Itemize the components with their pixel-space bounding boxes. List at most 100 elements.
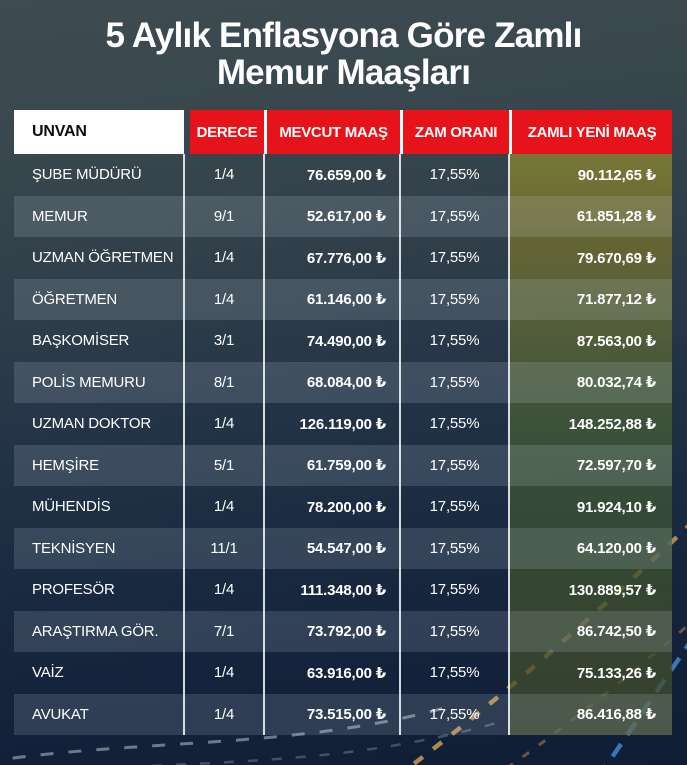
table-header: UNVAN DERECE MEVCUT MAAŞ ZAM ORANI ZAMLI… bbox=[14, 110, 672, 154]
cell-unvan: MEMUR bbox=[32, 207, 88, 225]
cell-zamli-yeni-maas: 86.416,88 ₺ bbox=[576, 706, 656, 724]
cell-unvan: UZMAN ÖĞRETMEN bbox=[32, 249, 174, 267]
column-header-derece: DERECE bbox=[190, 110, 264, 154]
cell-derece: 1/4 bbox=[213, 581, 235, 599]
cell-derece: 11/1 bbox=[210, 539, 238, 557]
cell-derece: 9/1 bbox=[213, 207, 235, 225]
cell-unvan: PROFESÖR bbox=[32, 581, 115, 599]
cell-mevcut-maas: 52.617,00 ₺ bbox=[306, 208, 386, 226]
column-header-zam-orani: ZAM ORANI bbox=[400, 110, 509, 154]
cell-derece: 8/1 bbox=[213, 373, 235, 391]
cell-mevcut-maas: 126.119,00 ₺ bbox=[299, 415, 387, 433]
column-header-unvan: UNVAN bbox=[14, 110, 184, 154]
cell-mevcut-maas: 61.146,00 ₺ bbox=[306, 291, 386, 309]
cell-zamli-yeni-maas: 90.112,65 ₺ bbox=[577, 166, 657, 184]
cell-zam-orani: 17,55% bbox=[429, 705, 480, 723]
cell-mevcut-maas: 73.792,00 ₺ bbox=[306, 623, 386, 641]
table-row: ÖĞRETMEN 1/4 61.146,00 ₺ 17,55% 71.877,1… bbox=[14, 278, 672, 320]
column-divider bbox=[399, 154, 401, 735]
table-row: HEMŞİRE 5/1 61.759,00 ₺ 17,55% 72.597,70… bbox=[14, 444, 672, 486]
table-body: ŞUBE MÜDÜRÜ 1/4 76.659,00 ₺ 17,55% 90.11… bbox=[14, 154, 672, 735]
page-title-line1: 5 Aylık Enflasyona Göre Zamlı bbox=[105, 16, 582, 55]
cell-zam-orani: 17,55% bbox=[429, 332, 480, 350]
cell-derece: 1/4 bbox=[213, 498, 235, 516]
table-row: PROFESÖR 1/4 111.348,00 ₺ 17,55% 130.889… bbox=[14, 569, 672, 611]
column-header-zamli-yeni-maas: ZAMLI YENİ MAAŞ bbox=[509, 110, 672, 154]
column-divider bbox=[263, 154, 265, 735]
cell-mevcut-maas: 76.659,00 ₺ bbox=[306, 166, 386, 184]
cell-mevcut-maas: 68.084,00 ₺ bbox=[306, 374, 386, 392]
cell-zam-orani: 17,55% bbox=[429, 166, 480, 184]
cell-derece: 1/4 bbox=[213, 705, 235, 723]
table-row: TEKNİSYEN 11/1 54.547,00 ₺ 17,55% 64.120… bbox=[14, 527, 672, 569]
cell-derece: 1/4 bbox=[213, 249, 235, 267]
column-divider bbox=[183, 154, 185, 735]
page-title-line2: Memur Maaşları bbox=[216, 53, 471, 93]
cell-zamli-yeni-maas: 75.133,26 ₺ bbox=[576, 664, 656, 682]
cell-zamli-yeni-maas: 80.032,74 ₺ bbox=[576, 374, 656, 392]
cell-unvan: ARAŞTIRMA GÖR. bbox=[32, 622, 159, 640]
cell-zam-orani: 17,55% bbox=[429, 498, 480, 516]
cell-derece: 1/4 bbox=[213, 415, 235, 433]
cell-zam-orani: 17,55% bbox=[429, 539, 480, 557]
cell-unvan: UZMAN DOKTOR bbox=[32, 415, 151, 433]
cell-zamli-yeni-maas: 79.670,69 ₺ bbox=[576, 249, 656, 267]
table-row: UZMAN ÖĞRETMEN 1/4 67.776,00 ₺ 17,55% 79… bbox=[14, 237, 672, 279]
cell-derece: 1/4 bbox=[213, 290, 235, 308]
cell-unvan: BAŞKOMİSER bbox=[32, 332, 130, 350]
cell-zamli-yeni-maas: 64.120,00 ₺ bbox=[576, 540, 656, 558]
table-row: POLİS MEMURU 8/1 68.084,00 ₺ 17,55% 80.0… bbox=[14, 361, 672, 403]
cell-zamli-yeni-maas: 87.563,00 ₺ bbox=[576, 332, 656, 350]
cell-zamli-yeni-maas: 71.877,12 ₺ bbox=[576, 291, 656, 309]
cell-zamli-yeni-maas: 61.851,28 ₺ bbox=[576, 208, 656, 226]
column-divider bbox=[508, 154, 510, 735]
cell-mevcut-maas: 78.200,00 ₺ bbox=[306, 498, 386, 516]
cell-mevcut-maas: 54.547,00 ₺ bbox=[306, 540, 386, 558]
cell-zam-orani: 17,55% bbox=[429, 249, 480, 267]
table-row: VAİZ 1/4 63.916,00 ₺ 17,55% 75.133,26 ₺ bbox=[14, 652, 672, 694]
table-row: UZMAN DOKTOR 1/4 126.119,00 ₺ 17,55% 148… bbox=[14, 403, 672, 445]
cell-unvan: ŞUBE MÜDÜRÜ bbox=[32, 166, 142, 184]
cell-zam-orani: 17,55% bbox=[429, 415, 480, 433]
cell-derece: 7/1 bbox=[213, 622, 235, 640]
cell-zam-orani: 17,55% bbox=[429, 664, 480, 682]
page-title: 5 Aylık Enflasyona Göre Zamlı Memur Maaş… bbox=[0, 17, 687, 91]
cell-zamli-yeni-maas: 86.742,50 ₺ bbox=[576, 623, 656, 641]
table-header-red-group: DERECE MEVCUT MAAŞ ZAM ORANI ZAMLI YENİ … bbox=[190, 110, 672, 154]
table-row: ŞUBE MÜDÜRÜ 1/4 76.659,00 ₺ 17,55% 90.11… bbox=[14, 154, 672, 196]
cell-unvan: TEKNİSYEN bbox=[32, 539, 116, 557]
cell-zam-orani: 17,55% bbox=[429, 622, 480, 640]
cell-zam-orani: 17,55% bbox=[429, 207, 480, 225]
cell-zamli-yeni-maas: 148.252,88 ₺ bbox=[568, 415, 656, 433]
table-row: MÜHENDİS 1/4 78.200,00 ₺ 17,55% 91.924,1… bbox=[14, 486, 672, 528]
cell-derece: 3/1 bbox=[213, 332, 235, 350]
cell-unvan: VAİZ bbox=[32, 664, 64, 682]
cell-zamli-yeni-maas: 130.889,57 ₺ bbox=[568, 581, 656, 599]
table-row: MEMUR 9/1 52.617,00 ₺ 17,55% 61.851,28 ₺ bbox=[14, 195, 672, 237]
cell-zam-orani: 17,55% bbox=[429, 373, 480, 391]
table-row: AVUKAT 1/4 73.515,00 ₺ 17,55% 86.416,88 … bbox=[14, 693, 672, 735]
cell-zamli-yeni-maas: 72.597,70 ₺ bbox=[576, 457, 656, 475]
cell-mevcut-maas: 111.348,00 ₺ bbox=[300, 581, 386, 599]
cell-mevcut-maas: 74.490,00 ₺ bbox=[306, 332, 386, 350]
table-row: BAŞKOMİSER 3/1 74.490,00 ₺ 17,55% 87.563… bbox=[14, 320, 672, 362]
cell-mevcut-maas: 61.759,00 ₺ bbox=[306, 457, 386, 475]
cell-mevcut-maas: 73.515,00 ₺ bbox=[306, 706, 386, 724]
cell-unvan: HEMŞİRE bbox=[32, 456, 99, 474]
cell-derece: 1/4 bbox=[213, 664, 235, 682]
cell-unvan: MÜHENDİS bbox=[32, 498, 111, 516]
cell-mevcut-maas: 67.776,00 ₺ bbox=[306, 249, 386, 267]
cell-zam-orani: 17,55% bbox=[429, 290, 480, 308]
cell-mevcut-maas: 63.916,00 ₺ bbox=[306, 664, 386, 682]
salary-table: UNVAN DERECE MEVCUT MAAŞ ZAM ORANI ZAMLI… bbox=[14, 110, 672, 735]
cell-derece: 5/1 bbox=[213, 456, 235, 474]
cell-unvan: POLİS MEMURU bbox=[32, 373, 146, 391]
cell-unvan: ÖĞRETMEN bbox=[32, 290, 118, 308]
column-header-mevcut-maas: MEVCUT MAAŞ bbox=[264, 110, 400, 154]
cell-zam-orani: 17,55% bbox=[429, 581, 480, 599]
cell-derece: 1/4 bbox=[213, 166, 235, 184]
cell-zamli-yeni-maas: 91.924,10 ₺ bbox=[576, 498, 656, 516]
table-row: ARAŞTIRMA GÖR. 7/1 73.792,00 ₺ 17,55% 86… bbox=[14, 610, 672, 652]
cell-unvan: AVUKAT bbox=[32, 705, 89, 723]
